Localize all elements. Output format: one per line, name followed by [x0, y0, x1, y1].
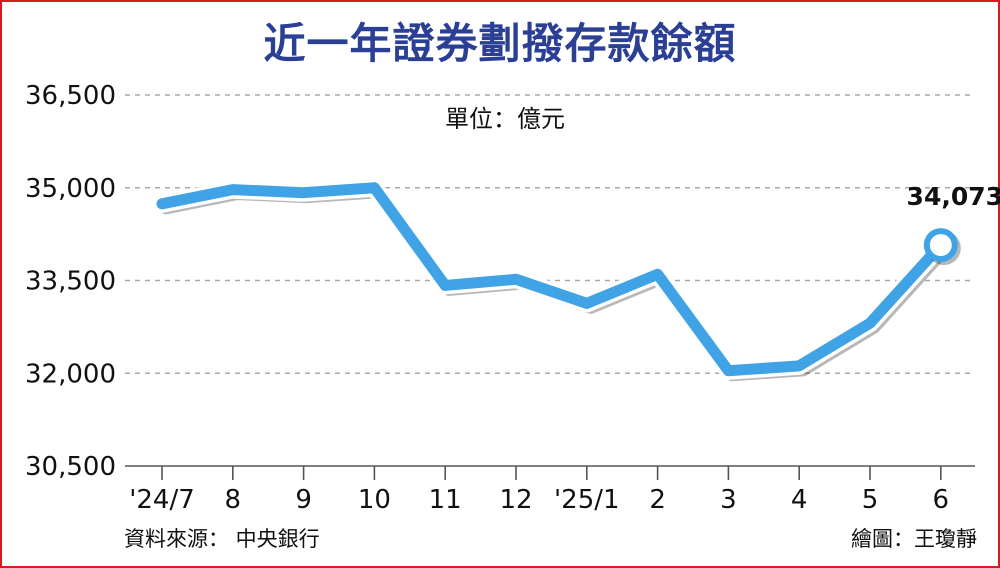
last-value-label: 34,073	[907, 182, 1000, 211]
end-point-inner	[929, 234, 952, 257]
x-tick-label: 12	[499, 485, 532, 515]
x-tick-label: '25/1	[554, 485, 620, 515]
x-tick-label: 6	[933, 485, 950, 515]
y-tick-label: 32,000	[25, 359, 116, 389]
credit-label: 繪圖：王瓊靜	[851, 527, 977, 551]
x-tick-label: 5	[862, 485, 879, 515]
axis-labels: 30,500 32,000 33,500 35,000 36,500 '24/7 8 9 10 1…	[25, 81, 1000, 515]
x-tick-label: 11	[429, 485, 462, 515]
y-tick-label: 30,500	[25, 452, 116, 482]
y-tick-label: 36,500	[25, 81, 116, 111]
x-tick-label: 4	[791, 485, 808, 515]
x-tick-label: 10	[358, 485, 391, 515]
x-tick-label: 3	[720, 485, 737, 515]
x-tick-label: 9	[295, 485, 312, 515]
x-tick-label: '24/7	[129, 485, 195, 515]
series-line-layer	[153, 178, 961, 382]
source-label: 資料來源： 中央銀行	[124, 527, 320, 551]
series-line	[156, 182, 947, 377]
series-line-outline	[153, 178, 950, 380]
x-tick-label: 2	[649, 485, 666, 515]
x-tick-label: 8	[225, 485, 242, 515]
axes	[125, 465, 975, 480]
unit-label: 單位：億元	[445, 105, 565, 133]
y-tick-label: 35,000	[25, 174, 116, 204]
y-tick-label: 33,500	[25, 267, 116, 297]
chart-title: 近一年證券劃撥存款餘額	[263, 19, 737, 68]
